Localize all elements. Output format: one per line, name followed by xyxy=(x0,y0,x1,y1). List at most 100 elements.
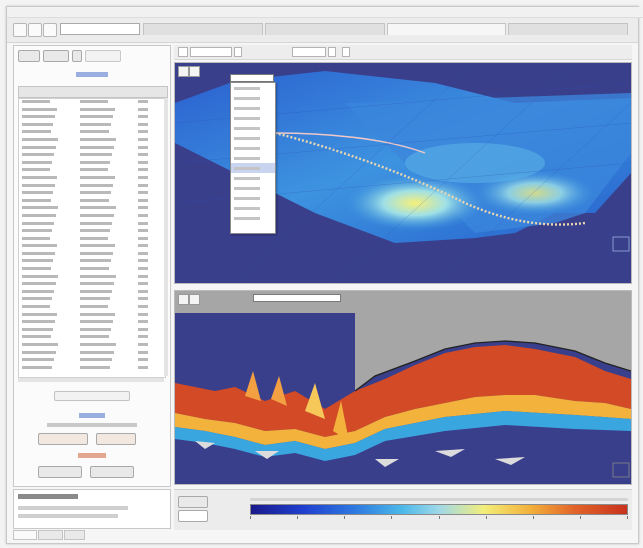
tab-1[interactable] xyxy=(143,23,263,35)
dropdown-option[interactable] xyxy=(231,103,275,113)
list-item[interactable] xyxy=(19,289,165,297)
colorbar-select[interactable] xyxy=(178,510,208,522)
column-header[interactable] xyxy=(19,87,68,97)
list-item[interactable] xyxy=(19,107,165,115)
dropdown-option[interactable] xyxy=(231,183,275,193)
section-dropdown[interactable] xyxy=(253,294,341,302)
action-button[interactable] xyxy=(96,433,136,445)
column-header[interactable] xyxy=(118,87,167,97)
menu-item[interactable] xyxy=(13,9,16,15)
view-checkbox[interactable] xyxy=(342,47,350,57)
list-item[interactable] xyxy=(19,167,165,175)
list-item[interactable] xyxy=(19,175,165,183)
dataset-selector[interactable] xyxy=(60,23,140,35)
list-item[interactable] xyxy=(19,281,165,289)
view-toolbar-button[interactable] xyxy=(178,47,188,57)
dropdown-option[interactable] xyxy=(231,143,275,153)
column-header[interactable] xyxy=(68,87,117,97)
minimap-box[interactable] xyxy=(612,236,630,252)
list-item[interactable] xyxy=(19,334,165,342)
list-item[interactable] xyxy=(19,243,165,251)
panel-button[interactable] xyxy=(18,50,40,62)
view-toolbar-button[interactable] xyxy=(234,47,242,57)
action-button[interactable] xyxy=(38,466,82,478)
ocean-map-canvas[interactable] xyxy=(175,63,631,283)
tab-3[interactable] xyxy=(386,23,507,35)
list-item[interactable] xyxy=(19,213,165,221)
dropdown-option[interactable] xyxy=(231,123,275,133)
dropdown-option[interactable] xyxy=(231,163,275,173)
tab-2[interactable] xyxy=(264,23,385,35)
list-item[interactable] xyxy=(19,312,165,320)
list-item[interactable] xyxy=(19,236,165,244)
dropdown-option[interactable] xyxy=(231,203,275,213)
bottom-tab[interactable] xyxy=(63,530,86,540)
view-selector[interactable] xyxy=(190,47,232,57)
dropdown-option[interactable] xyxy=(231,173,275,183)
vertical-scrollbar[interactable] xyxy=(164,98,168,376)
view-option-field[interactable] xyxy=(292,47,326,57)
list-item[interactable] xyxy=(19,327,165,335)
list-item[interactable] xyxy=(19,152,165,160)
dropdown-option[interactable] xyxy=(231,193,275,203)
menu-item[interactable] xyxy=(71,9,76,15)
folder-icon[interactable] xyxy=(13,23,27,37)
menu-item[interactable] xyxy=(85,9,88,15)
list-item[interactable] xyxy=(19,274,165,282)
list-item[interactable] xyxy=(19,350,165,358)
panel-button[interactable] xyxy=(43,50,69,62)
panel-button[interactable] xyxy=(72,50,82,62)
list-item[interactable] xyxy=(19,266,165,274)
list-item[interactable] xyxy=(19,251,165,259)
list-item[interactable] xyxy=(19,319,165,327)
menu-item[interactable] xyxy=(54,9,60,15)
list-item[interactable] xyxy=(19,160,165,168)
list-item[interactable] xyxy=(19,198,165,206)
minimap-box[interactable] xyxy=(612,462,630,478)
pan-icon[interactable] xyxy=(189,294,200,305)
list-item[interactable] xyxy=(19,342,165,350)
list-item[interactable] xyxy=(19,183,165,191)
list-item[interactable] xyxy=(19,114,165,122)
menu-item[interactable] xyxy=(39,9,44,15)
bottom-tab[interactable] xyxy=(38,530,63,540)
horizontal-scrollbar[interactable] xyxy=(18,378,164,382)
list-item[interactable] xyxy=(19,145,165,153)
list-item[interactable] xyxy=(19,258,165,266)
vertical-section-canvas[interactable] xyxy=(175,291,631,484)
list-item[interactable] xyxy=(19,190,165,198)
list-item[interactable] xyxy=(19,357,165,365)
zoom-icon[interactable] xyxy=(178,66,189,77)
list-item[interactable] xyxy=(19,304,165,312)
map-view[interactable] xyxy=(174,62,632,284)
list-item[interactable] xyxy=(19,221,165,229)
panel-button[interactable] xyxy=(85,50,121,62)
view-toolbar-button[interactable] xyxy=(328,47,336,57)
pan-icon[interactable] xyxy=(189,66,200,77)
colorbar-button[interactable] xyxy=(178,496,208,508)
list-item[interactable] xyxy=(19,137,165,145)
dropdown-option[interactable] xyxy=(231,83,275,93)
colorbar-range-slider[interactable] xyxy=(250,498,628,501)
dropdown-option[interactable] xyxy=(231,213,275,223)
dropdown-option[interactable] xyxy=(231,153,275,163)
bottom-tab[interactable] xyxy=(13,530,38,540)
dropdown-option[interactable] xyxy=(231,93,275,103)
layer-dropdown[interactable] xyxy=(230,74,274,82)
tab-4[interactable] xyxy=(508,23,628,35)
list-item[interactable] xyxy=(19,129,165,137)
zoom-icon[interactable] xyxy=(178,294,189,305)
list-item[interactable] xyxy=(19,296,165,304)
action-button[interactable] xyxy=(38,433,88,445)
disabled-button[interactable] xyxy=(54,391,130,401)
save-icon[interactable] xyxy=(28,23,42,37)
list-item[interactable] xyxy=(19,99,165,107)
list-item[interactable] xyxy=(19,365,165,373)
list-item[interactable] xyxy=(19,205,165,213)
menu-item[interactable] xyxy=(26,9,29,15)
section-view[interactable] xyxy=(174,290,632,485)
list-item[interactable] xyxy=(19,122,165,130)
action-button[interactable] xyxy=(90,466,134,478)
dropdown-option[interactable] xyxy=(231,133,275,143)
dropdown-option[interactable] xyxy=(231,113,275,123)
